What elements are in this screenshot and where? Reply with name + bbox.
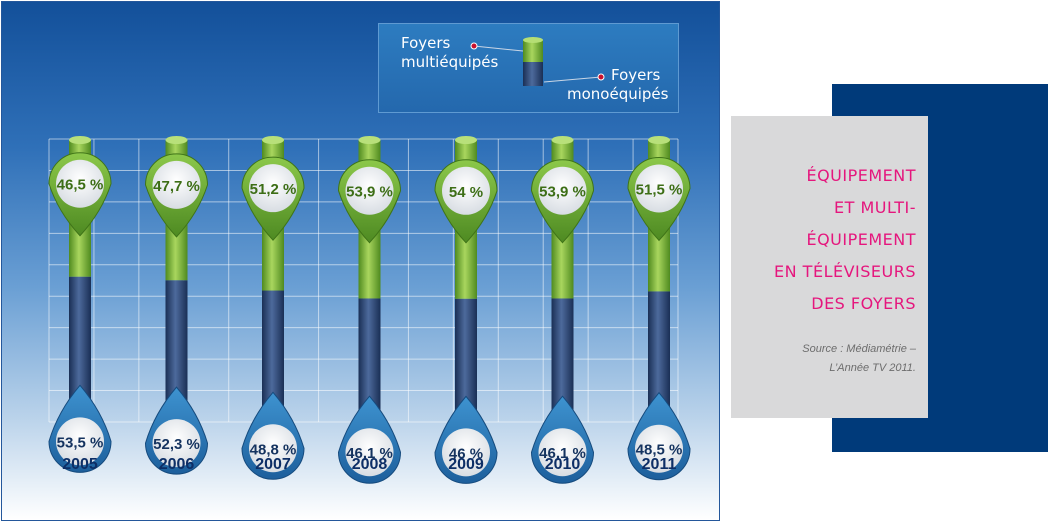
bar-monoequipe	[358, 298, 381, 434]
title-line: DES FOYERS	[811, 294, 916, 313]
legend: Foyers multiéquipés Foyers monoéquipés	[378, 23, 679, 113]
data-label-multiequipe: 53,9 %	[539, 184, 586, 201]
marker-bubble	[538, 428, 587, 477]
x-tick-label: 2006	[159, 456, 195, 473]
labels-layer: 46,5 % 53,5 % 2005 47,7 % 52,3 % 2006 51,2 % 48…	[48, 152, 691, 484]
marker-bubble	[345, 166, 394, 215]
marker-multiequipe: 54 %	[434, 159, 498, 244]
legend-mono-label-line2: monoéquipés	[567, 85, 669, 103]
data-label-multiequipe: 46,5 %	[57, 177, 104, 194]
data-label-monoequipe: 46,1 %	[539, 445, 586, 462]
marker-bubble	[152, 160, 201, 209]
marker-monoequipe: 52,3 %	[144, 386, 209, 475]
x-tick-label: 2005	[62, 456, 98, 473]
data-label-monoequipe: 46 %	[449, 445, 483, 462]
marker-monoequipe: 48,5 %	[627, 391, 691, 481]
chart-plot: 46,5 % 53,5 % 2005 47,7 % 52,3 % 2006 51,2 % 48…	[48, 136, 691, 484]
bar-top-cap	[551, 136, 574, 144]
legend-mono-leader	[543, 76, 602, 83]
x-tick-label: 2010	[545, 456, 581, 473]
data-label-multiequipe: 54 %	[449, 184, 483, 201]
bar-monoequipe	[262, 290, 284, 434]
marker-multiequipe: 53,9 %	[530, 159, 595, 244]
marker-monoequipe: 53,5 %	[48, 384, 112, 473]
marker-bubble	[442, 166, 490, 215]
bar-top-cap	[165, 136, 188, 144]
legend-multi-label-line1: Foyers	[401, 34, 451, 52]
data-label-monoequipe: 53,5 %	[57, 434, 104, 451]
marker-bubble	[538, 166, 587, 215]
legend-mono-dot	[597, 73, 605, 81]
title-line: EN TÉLÉVISEURS	[774, 262, 916, 281]
source-line: Source : Médiamétrie –	[802, 343, 916, 355]
bar-monoequipe	[455, 298, 477, 434]
legend-swatch-cap	[523, 37, 543, 43]
data-label-multiequipe: 53,9 %	[346, 184, 393, 201]
source-line: L’Année TV 2011.	[829, 362, 916, 374]
marker-monoequipe: 46 %	[434, 395, 498, 484]
data-label-multiequipe: 47,7 %	[153, 178, 200, 195]
marker-bubble	[345, 428, 394, 477]
legend-graphic	[470, 37, 605, 86]
legend-multi-dot	[470, 42, 478, 50]
bar-monoequipe	[648, 291, 670, 434]
marker-multiequipe: 53,9 %	[337, 159, 402, 244]
legend-swatch-multi	[523, 40, 543, 62]
legend-multi-leader	[473, 45, 524, 52]
data-label-multiequipe: 51,5 %	[636, 181, 683, 198]
legend-mono-label-line1: Foyers	[611, 66, 661, 84]
title-line: ÉQUIPEMENT	[806, 166, 916, 185]
x-tick-label: 2008	[352, 456, 388, 473]
data-label-monoequipe: 48,8 %	[250, 441, 297, 458]
bar-top-cap	[358, 136, 381, 144]
marker-multiequipe: 51,5 %	[627, 157, 691, 242]
x-tick-label: 2007	[255, 456, 291, 473]
x-tick-label: 2011	[642, 456, 677, 473]
data-label-monoequipe: 48,5 %	[636, 442, 683, 459]
source-note: Source : Médiamétrie – L’Année TV 2011.	[736, 340, 916, 378]
bar-monoequipe	[551, 298, 574, 434]
x-tick-label: 2009	[448, 456, 484, 473]
marker-bubble	[56, 159, 104, 208]
marker-multiequipe: 51,2 %	[241, 156, 305, 241]
marker-bubble	[56, 417, 104, 466]
marker-bubble	[249, 164, 297, 213]
chart-title: ÉQUIPEMENT ET MULTI- ÉQUIPEMENT EN TÉLÉV…	[726, 160, 916, 320]
marker-multiequipe: 47,7 %	[144, 153, 209, 238]
title-line: ÉQUIPEMENT	[806, 230, 916, 249]
title-line: ET MULTI-	[834, 198, 916, 217]
title-card: ÉQUIPEMENT ET MULTI- ÉQUIPEMENT EN TÉLÉV…	[731, 116, 928, 418]
bar-top-cap	[455, 136, 477, 144]
marker-bubble	[635, 424, 683, 473]
legend-multi-label-line2: multiéquipés	[401, 53, 499, 71]
data-label-monoequipe: 46,1 %	[346, 445, 393, 462]
marker-bubble	[635, 164, 683, 213]
marker-bubble	[152, 419, 201, 468]
legend-swatch-mono	[523, 62, 543, 86]
data-label-multiequipe: 51,2 %	[250, 181, 297, 198]
bar-top-cap	[69, 136, 91, 144]
marker-multiequipe: 46,5 %	[48, 152, 112, 237]
marker-monoequipe: 46,1 %	[530, 395, 595, 484]
marker-monoequipe: 46,1 %	[337, 395, 402, 484]
marker-bubble	[249, 424, 297, 473]
chart-panel: 46,5 % 53,5 % 2005 47,7 % 52,3 % 2006 51,2 % 48…	[1, 1, 720, 521]
marker-bubble	[442, 428, 490, 477]
bar-top-cap	[648, 136, 670, 144]
bar-top-cap	[262, 136, 284, 144]
data-label-monoequipe: 52,3 %	[153, 436, 200, 453]
marker-monoequipe: 48,8 %	[241, 391, 305, 480]
